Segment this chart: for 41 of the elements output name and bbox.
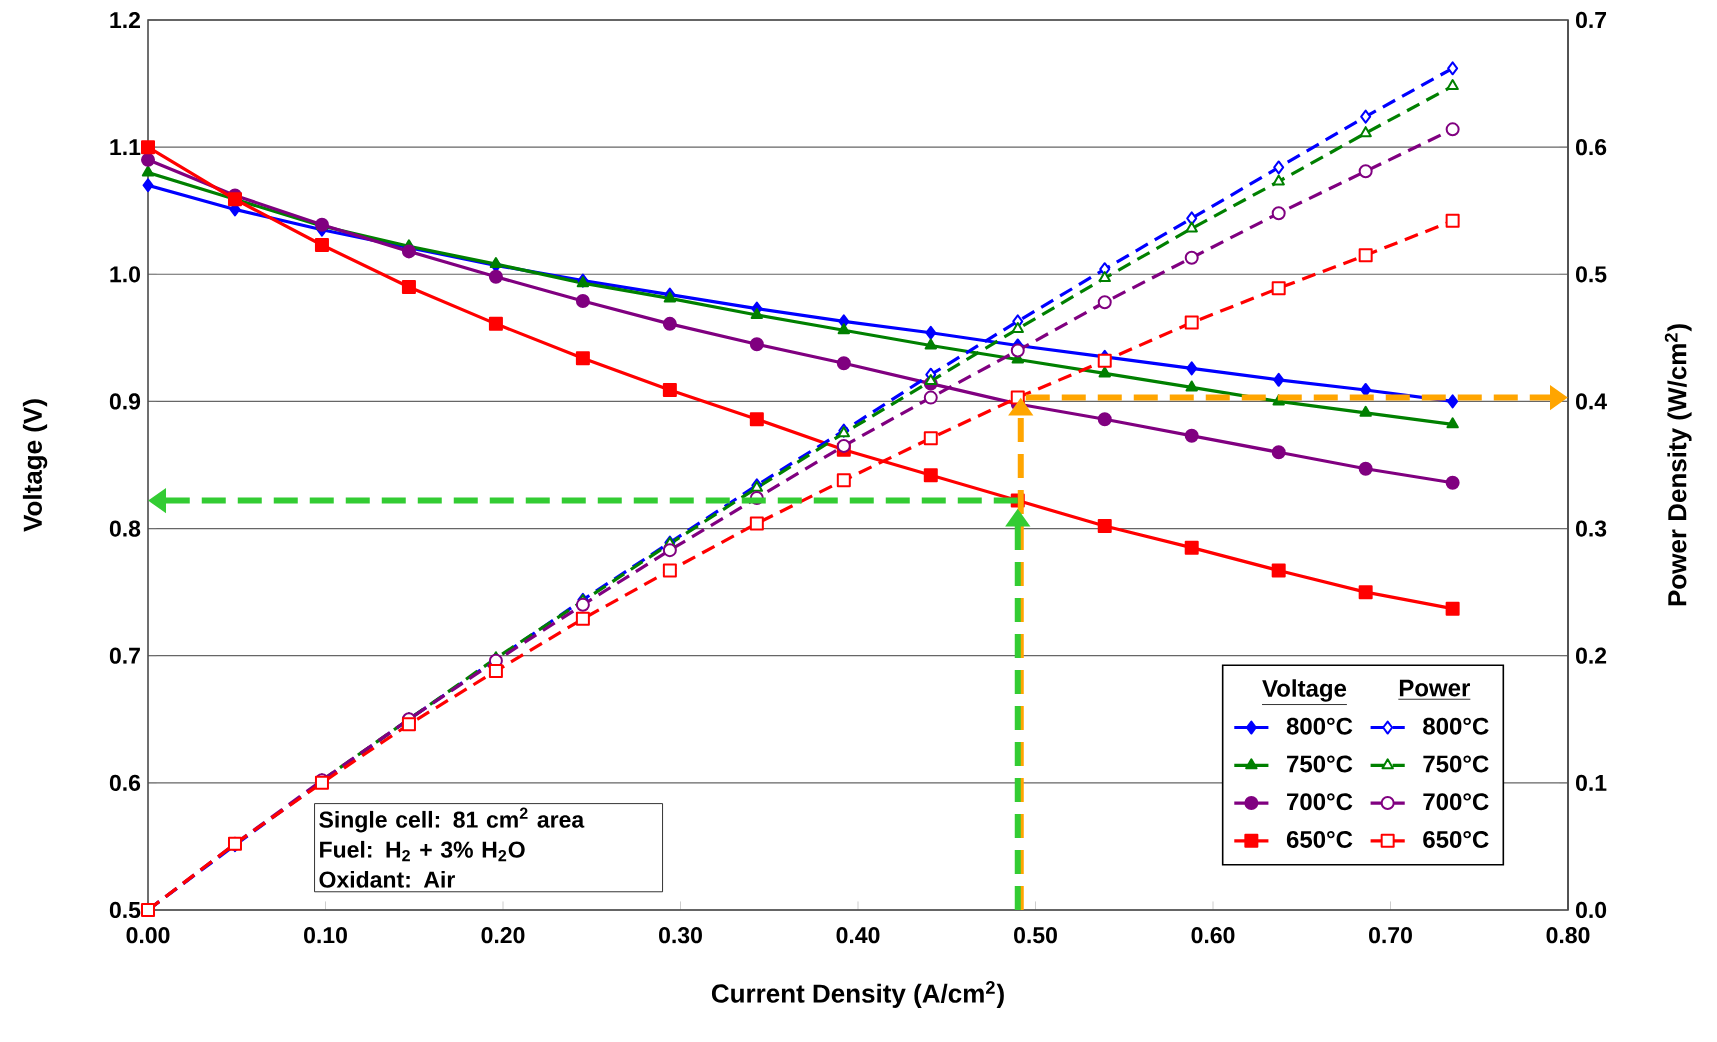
annotation: Fuel: H$_{2}$ + 3% H$_{2}$O <box>320 840 525 862</box>
y2-axis-title: Power Density (W/cm$^{2}$) <box>1664 324 1692 606</box>
y-axis-title: Voltage (V) <box>22 399 48 532</box>
y2-tick-label: 0.3 <box>1575 520 1607 537</box>
y2-tick-label: 0.0 <box>1575 901 1607 919</box>
y2-tick-label: 0.7 <box>1575 11 1607 29</box>
x-tick-label: 0.70 <box>1369 927 1412 944</box>
legend-label: 750°C <box>1287 755 1353 773</box>
y2-tick-label: 0.1 <box>1575 774 1607 791</box>
y-tick-label: 0.5 <box>109 901 141 919</box>
annotation: Voltage <box>1262 679 1347 702</box>
legend-label: 800°C <box>1423 717 1489 735</box>
y-tick-label: 1.2 <box>110 11 141 29</box>
y2-tick-label: 0.2 <box>1575 647 1607 664</box>
legend-label: 700°C <box>1423 793 1489 811</box>
x-tick-label: 0.20 <box>481 927 525 944</box>
annotation: Power <box>1399 679 1470 697</box>
x-tick-label: 0.10 <box>304 927 347 944</box>
x-tick-label: 0.80 <box>1546 927 1590 944</box>
y-tick-label: 0.6 <box>109 774 141 791</box>
y-tick-label: 0.8 <box>109 520 141 537</box>
x-tick-label: 0.00 <box>126 927 170 944</box>
x-tick-label: 0.30 <box>659 927 702 944</box>
annotation: Oxidant: Air <box>319 870 455 888</box>
y2-tick-label: 0.6 <box>1575 138 1607 156</box>
y-tick-label: 1.1 <box>110 139 141 156</box>
legend-label: 650°C <box>1286 830 1353 848</box>
annotation: Single cell: 81 cm$^{2}$ area <box>319 807 585 833</box>
y2-tick-label: 0.5 <box>1575 266 1607 283</box>
x-axis-title: Current Density (A/cm$^{2}$) <box>711 981 1004 1008</box>
y-tick-label: 1.0 <box>110 266 141 283</box>
legend-label: 700°C <box>1287 793 1353 811</box>
y-tick-label: 0.9 <box>109 393 141 410</box>
x-tick-label: 0.40 <box>836 927 880 944</box>
legend-label: 750°C <box>1423 755 1489 773</box>
x-tick-label: 0.50 <box>1014 927 1057 944</box>
x-tick-label: 0.60 <box>1191 927 1235 944</box>
legend-label: 800°C <box>1286 717 1353 735</box>
y2-tick-label: 0.4 <box>1575 393 1607 410</box>
legend-label: 650°C <box>1423 830 1489 848</box>
y-tick-label: 0.7 <box>109 647 140 664</box>
